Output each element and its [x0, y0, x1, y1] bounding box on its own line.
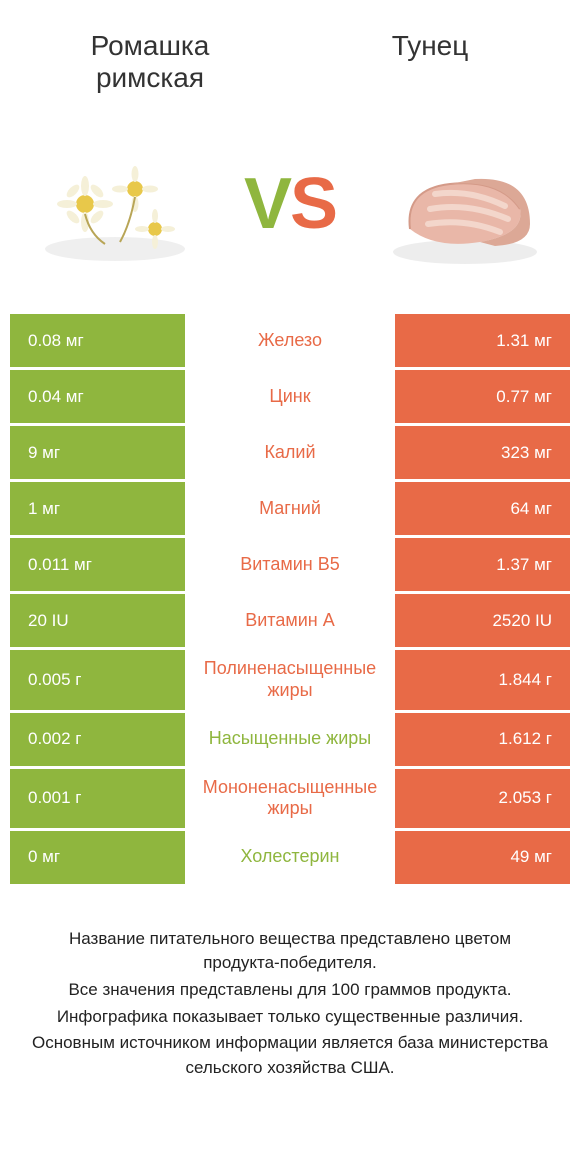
nutrient-label: Мононенасыщенные жиры	[185, 769, 395, 828]
table-row: 9 мгКалий323 мг	[10, 426, 570, 482]
value-right: 1.31 мг	[395, 314, 570, 367]
footer-line: Название питательного вещества представл…	[30, 927, 550, 976]
table-row: 0.011 мгВитамин B51.37 мг	[10, 538, 570, 594]
value-left: 9 мг	[10, 426, 185, 479]
nutrient-label: Витамин A	[185, 594, 395, 647]
chamomile-illustration	[30, 134, 200, 274]
footer-line: Основным источником информации является …	[30, 1031, 550, 1080]
table-row: 0 мгХолестерин49 мг	[10, 831, 570, 887]
nutrient-label: Железо	[185, 314, 395, 367]
value-left: 0.001 г	[10, 769, 185, 828]
tuna-illustration	[380, 134, 550, 274]
title-right: Тунец	[330, 30, 530, 62]
value-left: 0.005 г	[10, 650, 185, 709]
value-left: 20 IU	[10, 594, 185, 647]
nutrient-label: Полиненасыщенные жиры	[185, 650, 395, 709]
value-right: 64 мг	[395, 482, 570, 535]
vs-s: S	[290, 164, 336, 244]
value-right: 1.844 г	[395, 650, 570, 709]
table-row: 0.005 гПолиненасыщенные жиры1.844 г	[10, 650, 570, 712]
hero-row: VS	[0, 104, 580, 314]
value-right: 323 мг	[395, 426, 570, 479]
nutrient-label: Холестерин	[185, 831, 395, 884]
value-left: 0.04 мг	[10, 370, 185, 423]
footer-line: Инфографика показывает только существенн…	[30, 1005, 550, 1030]
value-right: 49 мг	[395, 831, 570, 884]
table-row: 20 IUВитамин A2520 IU	[10, 594, 570, 650]
value-right: 0.77 мг	[395, 370, 570, 423]
table-row: 0.08 мгЖелезо1.31 мг	[10, 314, 570, 370]
value-left: 0.002 г	[10, 713, 185, 766]
nutrient-label: Магний	[185, 482, 395, 535]
value-right: 2.053 г	[395, 769, 570, 828]
footer-notes: Название питательного вещества представл…	[0, 887, 580, 1081]
value-right: 1.612 г	[395, 713, 570, 766]
value-left: 0 мг	[10, 831, 185, 884]
value-right: 2520 IU	[395, 594, 570, 647]
nutrient-label: Витамин B5	[185, 538, 395, 591]
title-left: Ромашка римская	[50, 30, 250, 94]
value-left: 1 мг	[10, 482, 185, 535]
comparison-table: 0.08 мгЖелезо1.31 мг0.04 мгЦинк0.77 мг9 …	[10, 314, 570, 886]
value-left: 0.011 мг	[10, 538, 185, 591]
table-row: 0.002 гНасыщенные жиры1.612 г	[10, 713, 570, 769]
table-row: 0.04 мгЦинк0.77 мг	[10, 370, 570, 426]
value-right: 1.37 мг	[395, 538, 570, 591]
vs-v: V	[244, 164, 290, 244]
value-left: 0.08 мг	[10, 314, 185, 367]
table-row: 0.001 гМононенасыщенные жиры2.053 г	[10, 769, 570, 831]
nutrient-label: Цинк	[185, 370, 395, 423]
vs-label: VS	[244, 163, 336, 245]
header: Ромашка римская Тунец	[0, 0, 580, 104]
nutrient-label: Калий	[185, 426, 395, 479]
table-row: 1 мгМагний64 мг	[10, 482, 570, 538]
nutrient-label: Насыщенные жиры	[185, 713, 395, 766]
footer-line: Все значения представлены для 100 граммо…	[30, 978, 550, 1003]
